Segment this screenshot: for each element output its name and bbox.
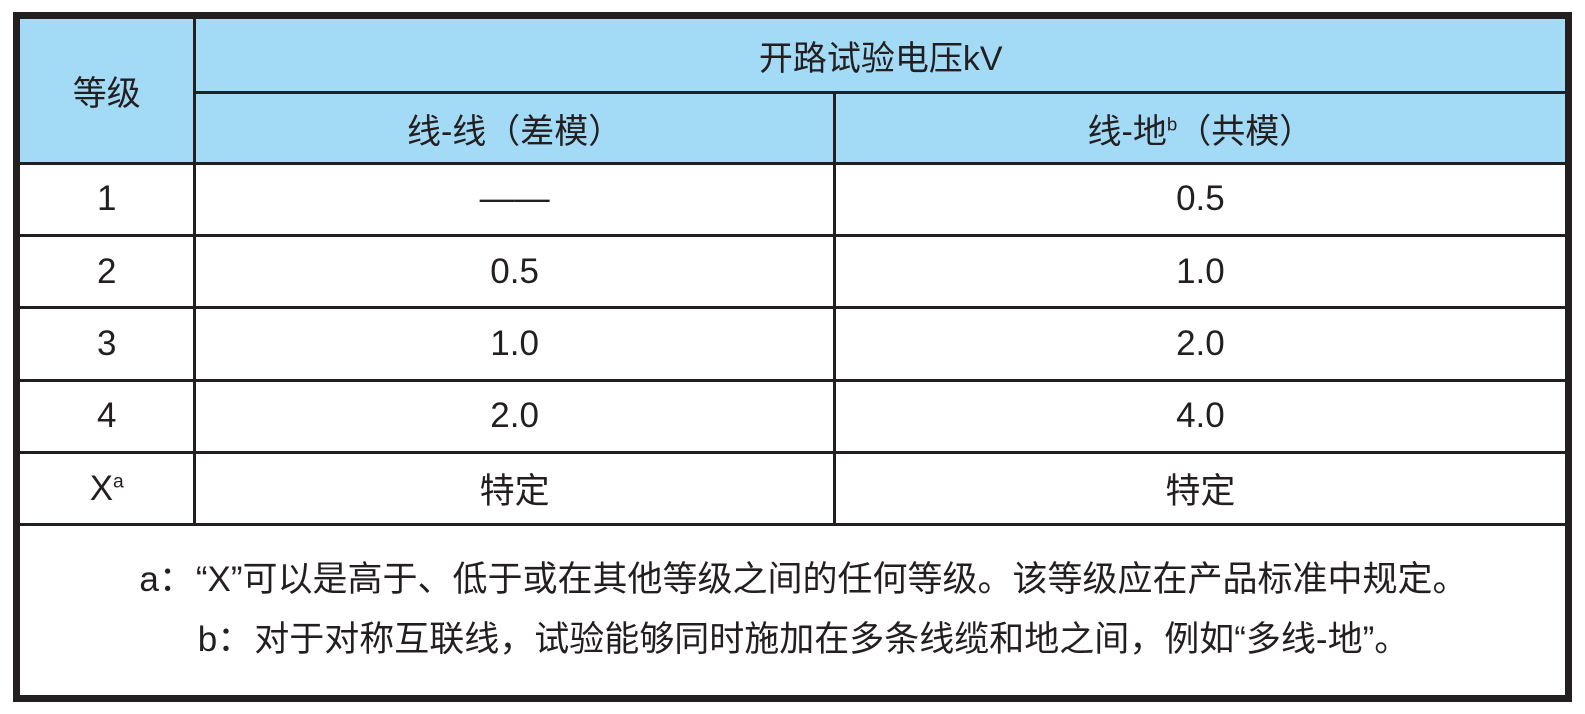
- header-group-title: 开路试验电压kV: [193, 15, 1568, 95]
- open-circuit-test-voltage-table: 等级 开路试验电压kV 线-线（差模） 线-地b（共模） 1 —— 0.5 2 …: [16, 15, 1569, 698]
- common-mode-value: 4.0: [832, 378, 1569, 455]
- common-mode-value: 0.5: [832, 161, 1569, 238]
- header-line-ground-label: 线-地: [1087, 112, 1167, 151]
- table-row-level-4: 4 2.0 4.0: [16, 378, 1569, 455]
- footnote-b: b：对于对称互联线，试验能够同时施加在多条线缆和地之间，例如“多线-地”。: [62, 610, 1545, 670]
- diff-mode-value: ——: [193, 161, 836, 238]
- diff-mode-value: 1.0: [193, 306, 836, 382]
- common-mode-value: 特定: [832, 451, 1569, 527]
- table-container: 等级 开路试验电压kV 线-线（差模） 线-地b（共模） 1 —— 0.5 2 …: [13, 12, 1572, 702]
- level-cell: 4: [16, 378, 197, 455]
- table-row-level-1: 1 —— 0.5: [16, 161, 1569, 238]
- table-row-level-x: Xa 特定 特定: [16, 451, 1569, 527]
- footnotes-cell: a：“X”可以是高于、低于或在其他等级之间的任何等级。该等级应在产品标准中规定。…: [17, 523, 1568, 698]
- header-line-line-diff-mode: 线-线（差模）: [193, 91, 836, 165]
- footnote-b-text: 对于对称互联线，试验能够同时施加在多条线缆和地之间，例如“多线-地”。: [254, 619, 1410, 659]
- footnote-marker-a: a: [113, 471, 124, 493]
- footnote-marker-b: b: [1166, 113, 1178, 135]
- header-common-mode-label: （共模）: [1177, 112, 1314, 151]
- footnote-a-label: a：: [139, 559, 194, 599]
- diff-mode-value: 2.0: [193, 378, 836, 455]
- footnotes-row: a：“X”可以是高于、低于或在其他等级之间的任何等级。该等级应在产品标准中规定。…: [17, 523, 1568, 698]
- footnote-a-text: “X”可以是高于、低于或在其他等级之间的任何等级。该等级应在产品标准中规定。: [195, 559, 1468, 599]
- footnote-a: a：“X”可以是高于、低于或在其他等级之间的任何等级。该等级应在产品标准中规定。: [62, 550, 1545, 610]
- level-cell: 1: [16, 161, 197, 238]
- level-cell: Xa: [16, 451, 197, 527]
- header-level: 等级: [16, 16, 197, 165]
- common-mode-value: 1.0: [832, 234, 1569, 310]
- common-mode-value: 2.0: [832, 306, 1569, 382]
- table-row-level-2: 2 0.5 1.0: [16, 234, 1569, 310]
- table-row-level-3: 3 1.0 2.0: [16, 306, 1569, 382]
- header-row-group: 等级 开路试验电压kV: [16, 15, 1568, 165]
- header-line-ground-common-mode: 线-地b（共模）: [832, 91, 1569, 165]
- diff-mode-value: 0.5: [193, 234, 836, 310]
- footnote-b-label: b：: [197, 619, 253, 659]
- level-cell: 3: [16, 306, 197, 382]
- diff-mode-value: 特定: [193, 451, 836, 527]
- header-row-sub: 线-线（差模） 线-地b（共模）: [19, 91, 1569, 165]
- level-cell: 2: [16, 234, 197, 310]
- level-x-label: X: [89, 468, 114, 508]
